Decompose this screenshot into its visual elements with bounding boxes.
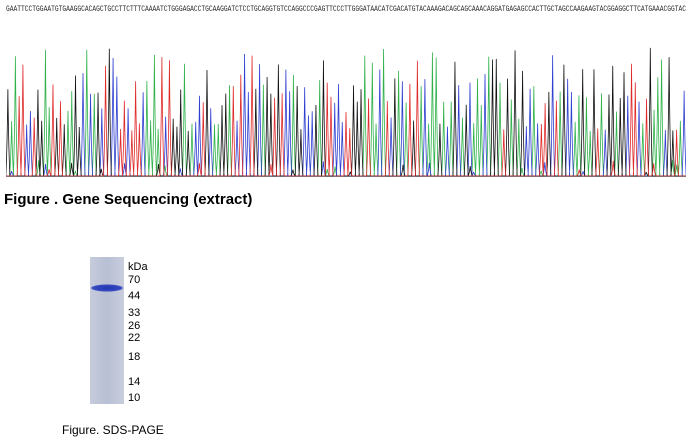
protein-band xyxy=(91,284,123,292)
trace-G xyxy=(6,47,686,177)
sequence-bases: GAATTCCTGGAATGTGAAGGCACAGCTGCCTTCTTTCAAA… xyxy=(6,5,686,14)
gel-lane xyxy=(90,257,124,404)
ladder-label-33: 33 xyxy=(128,307,141,319)
ladder-label-70: 70 xyxy=(128,274,141,286)
trace-T xyxy=(6,55,686,177)
ladder-label-18: 18 xyxy=(128,351,141,363)
ladder-label-26: 26 xyxy=(128,320,141,332)
ladder-unit-label: kDa xyxy=(128,261,148,273)
sds-page-gel xyxy=(90,257,124,404)
ladder-label-14: 14 xyxy=(128,376,141,388)
chromatogram-trace xyxy=(6,47,686,177)
sequence-text: GAATTCCTGGAATGTGAAGGCACAGCTGCCTTCTTTCAAA… xyxy=(6,5,686,14)
sequencing-caption: Figure . Gene Sequencing (extract) xyxy=(4,191,253,208)
sds-page-caption: Figure. SDS-PAGE xyxy=(62,423,164,437)
ladder-label-10: 10 xyxy=(128,392,141,404)
ladder-label-22: 22 xyxy=(128,332,141,344)
ladder-label-44: 44 xyxy=(128,290,141,302)
trace-C xyxy=(6,53,686,177)
